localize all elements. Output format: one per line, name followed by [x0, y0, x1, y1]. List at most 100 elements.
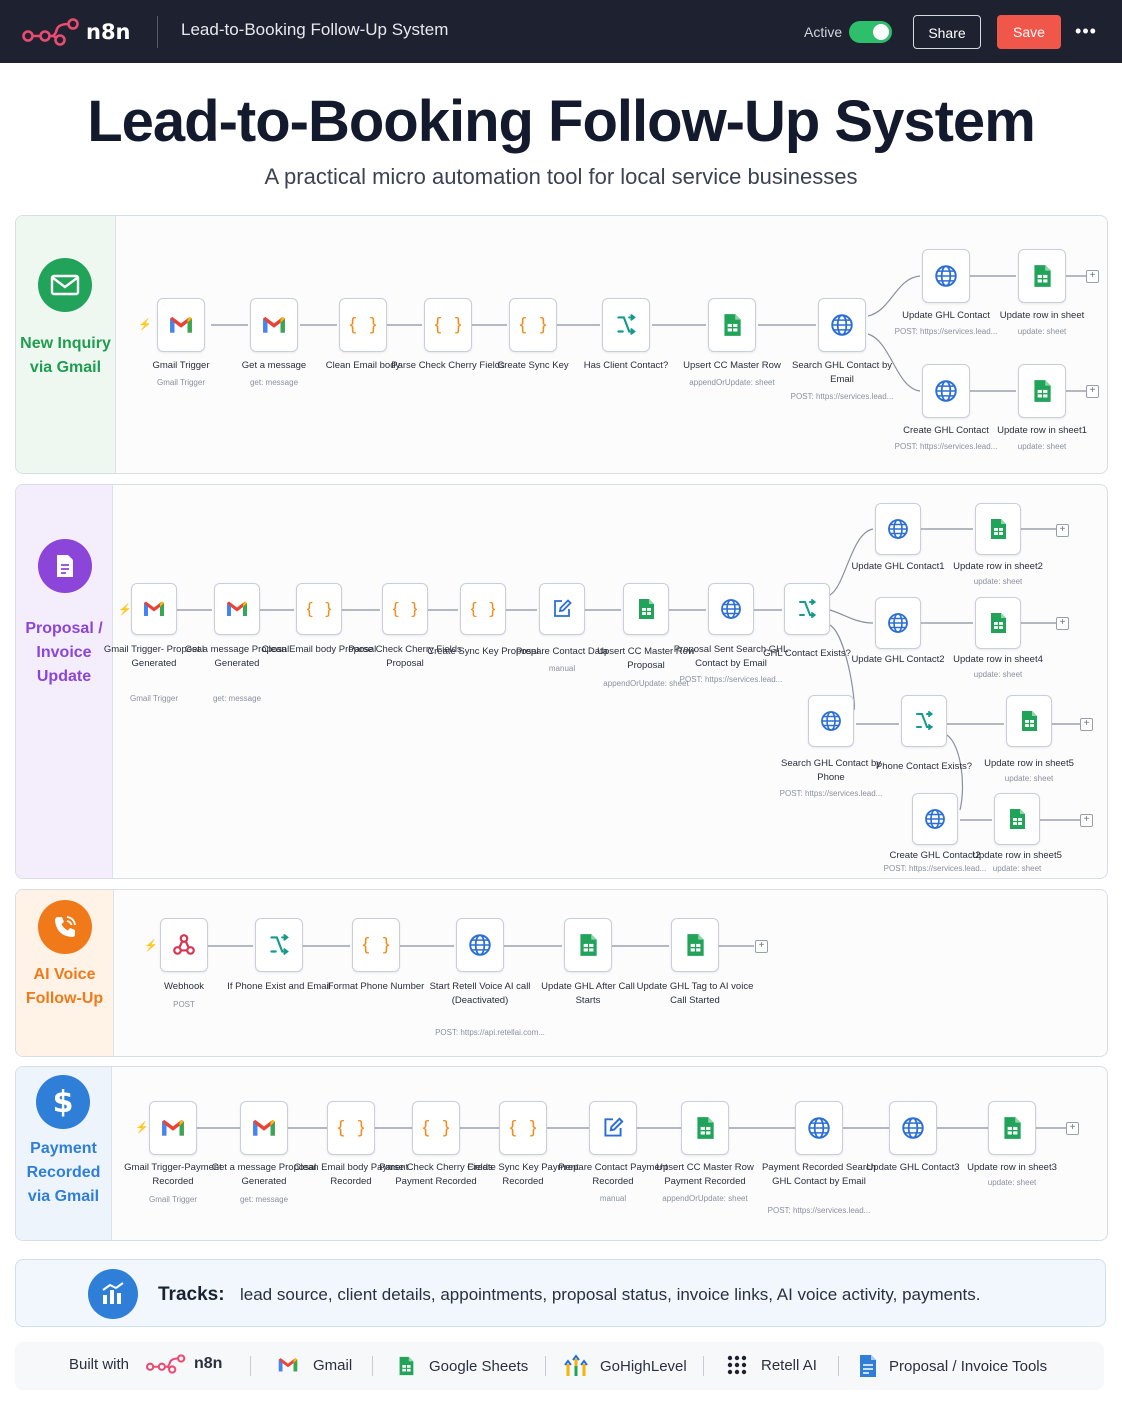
node-update-ghl[interactable] [922, 249, 970, 303]
node-update-row-sheet5[interactable] [1006, 695, 1052, 747]
node-parse-fields[interactable] [424, 298, 472, 352]
node-label: Prepare Contact Data [516, 646, 608, 657]
node-label: Parse Check Cherry Fields Proposal [348, 644, 462, 669]
node-upsert-master[interactable] [708, 298, 756, 352]
node-label: Has Client Contact? [583, 360, 669, 371]
node-clean-email-proposal[interactable] [296, 583, 342, 635]
node-has-contact[interactable] [602, 298, 650, 352]
node-label: GHL Contact Exists? [763, 648, 851, 659]
add-node-plus-icon[interactable]: + [1086, 270, 1099, 283]
footer-item-label: Retell AI [761, 1356, 817, 1374]
node-subtitle: get: message [212, 694, 262, 703]
n8n-logo[interactable]: n8n [22, 17, 131, 47]
save-button[interactable]: Save [997, 15, 1061, 49]
code-icon [363, 932, 389, 958]
http-globe-icon [900, 1115, 926, 1141]
node-label: Search GHL Contact by Email [792, 360, 892, 385]
node-update-row-sheet2[interactable] [975, 503, 1021, 555]
google-sheets-icon [575, 932, 601, 958]
add-node-plus-icon[interactable]: + [1056, 524, 1069, 537]
node-update-row-sheet3[interactable] [988, 1101, 1036, 1155]
node-update-ghl-contact3[interactable] [889, 1101, 937, 1155]
node-get-message-payment[interactable] [240, 1101, 288, 1155]
toggle-knob [873, 24, 889, 40]
node-create-ghl-contact2[interactable] [912, 793, 958, 845]
node-gmail-trigger-payment[interactable] [149, 1101, 197, 1155]
node-update-row[interactable] [1018, 249, 1066, 303]
workflow-name[interactable]: Lead-to-Booking Follow-Up System [181, 20, 449, 39]
node-prepare-contact-payment[interactable] [589, 1101, 637, 1155]
section-sidebar: AI Voice Follow-Up [16, 890, 114, 1056]
node-parse-fields-payment[interactable] [412, 1101, 460, 1155]
webhook-icon [171, 932, 197, 958]
share-button[interactable]: Share [913, 15, 981, 49]
node-label: Create GHL Contact2 [889, 850, 981, 861]
node-search-ghl-email[interactable] [818, 298, 866, 352]
node-format-phone[interactable] [352, 918, 400, 972]
node-search-ghl-email-proposal[interactable] [708, 583, 754, 635]
node-update-ghl-contact1[interactable] [875, 503, 921, 555]
node-get-message[interactable] [250, 298, 298, 352]
node-start-retell-call[interactable] [456, 918, 504, 972]
node-update-row-sheet5b[interactable] [994, 793, 1040, 845]
gmail-icon [261, 312, 287, 338]
node-sync-key-proposal[interactable] [460, 583, 506, 635]
http-globe-icon [829, 312, 855, 338]
node-sync-key-payment[interactable] [499, 1101, 547, 1155]
code-icon [510, 1115, 536, 1141]
tracks-banner: Tracks: lead source, client details, app… [15, 1259, 1106, 1327]
node-prepare-contact[interactable] [539, 583, 585, 635]
node-label: Get a message Proposal Generated [184, 644, 290, 669]
node-update-ghl-contact2[interactable] [875, 597, 921, 649]
node-label: Update row in sheet [999, 310, 1085, 321]
add-node-plus-icon[interactable]: + [1080, 814, 1093, 827]
node-update-row-sheet4[interactable] [975, 597, 1021, 649]
node-webhook[interactable] [160, 918, 208, 972]
node-search-ghl-phone[interactable] [808, 695, 854, 747]
add-node-plus-icon[interactable]: + [1080, 718, 1093, 731]
node-label: Create Sync Key Proposal [427, 646, 539, 657]
node-sync-key[interactable] [509, 298, 557, 352]
trigger-bolt-icon: ⚡ [135, 1122, 149, 1134]
google-sheets-icon [1017, 709, 1041, 733]
node-subtitle: appendOrUpdate: sheet [689, 378, 775, 387]
node-gmail-trigger[interactable] [157, 298, 205, 352]
more-options-icon[interactable]: ••• [1075, 21, 1097, 41]
google-sheets-icon [999, 1115, 1025, 1141]
node-subtitle: POST: https://services.lead... [894, 327, 998, 336]
code-icon [435, 312, 461, 338]
footer-divider [703, 1356, 704, 1376]
google-sheets-icon [1029, 263, 1055, 289]
node-phone-contact-exists[interactable] [901, 695, 947, 747]
node-subtitle: update: sheet [1017, 327, 1067, 336]
footer-item-proposal-tools: Proposal / Invoice Tools [858, 1354, 1047, 1378]
add-node-plus-icon[interactable]: + [755, 940, 768, 953]
node-update-row1[interactable] [1018, 364, 1066, 418]
add-node-plus-icon[interactable]: + [1086, 385, 1099, 398]
footer-divider [372, 1356, 373, 1376]
http-globe-icon [819, 709, 843, 733]
node-if-phone-email[interactable] [255, 918, 303, 972]
node-update-ghl-after-call[interactable] [564, 918, 612, 972]
http-globe-icon [467, 932, 493, 958]
node-update-ghl-tag[interactable] [671, 918, 719, 972]
add-node-plus-icon[interactable]: + [1056, 617, 1069, 630]
active-toggle[interactable] [849, 21, 892, 43]
node-label: Clean Email body Proposal [261, 644, 377, 655]
node-ghl-contact-exists[interactable] [784, 583, 830, 635]
node-create-ghl[interactable] [922, 364, 970, 418]
node-parse-fields-proposal[interactable] [382, 583, 428, 635]
node-upsert-master-proposal[interactable] [623, 583, 669, 635]
gmail-icon [225, 597, 249, 621]
node-get-message-proposal[interactable] [214, 583, 260, 635]
node-label: Update GHL Contact [902, 310, 990, 321]
add-node-plus-icon[interactable]: + [1066, 1122, 1079, 1135]
node-search-ghl-email-payment[interactable] [795, 1101, 843, 1155]
node-clean-email-payment[interactable] [327, 1101, 375, 1155]
node-clean-email[interactable] [339, 298, 387, 352]
node-upsert-master-payment[interactable] [681, 1101, 729, 1155]
node-label: Update row in sheet2 [953, 561, 1043, 572]
node-subtitle: POST: https://services.lead... [779, 789, 883, 798]
node-gmail-trigger-proposal[interactable] [131, 583, 177, 635]
node-subtitle: POST [173, 1000, 195, 1009]
